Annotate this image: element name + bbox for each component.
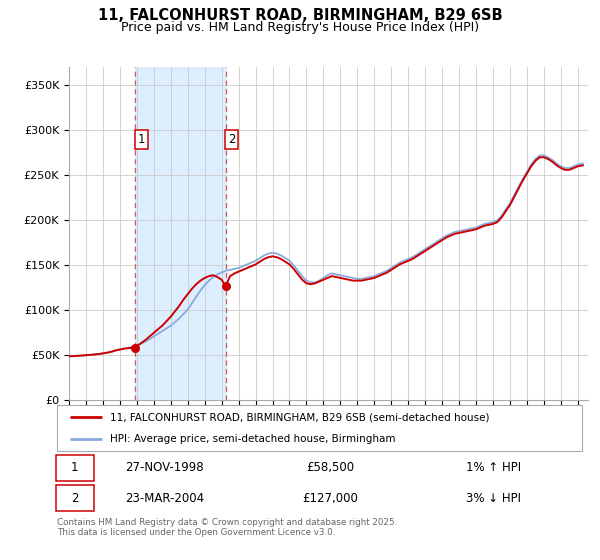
Text: Price paid vs. HM Land Registry's House Price Index (HPI): Price paid vs. HM Land Registry's House …	[121, 21, 479, 34]
FancyBboxPatch shape	[56, 455, 94, 480]
Text: 1: 1	[71, 461, 79, 474]
Text: 3% ↓ HPI: 3% ↓ HPI	[467, 492, 521, 505]
Text: Contains HM Land Registry data © Crown copyright and database right 2025.
This d: Contains HM Land Registry data © Crown c…	[57, 518, 397, 538]
Text: HPI: Average price, semi-detached house, Birmingham: HPI: Average price, semi-detached house,…	[110, 435, 395, 444]
FancyBboxPatch shape	[57, 405, 582, 451]
Text: 2: 2	[228, 133, 235, 146]
Text: 11, FALCONHURST ROAD, BIRMINGHAM, B29 6SB (semi-detached house): 11, FALCONHURST ROAD, BIRMINGHAM, B29 6S…	[110, 412, 489, 422]
Text: 2: 2	[71, 492, 79, 505]
Text: 1: 1	[137, 133, 145, 146]
Bar	[136, 67, 226, 400]
FancyBboxPatch shape	[56, 486, 94, 511]
Text: 1% ↑ HPI: 1% ↑ HPI	[467, 461, 521, 474]
Text: 27-NOV-1998: 27-NOV-1998	[125, 461, 204, 474]
Text: 23-MAR-2004: 23-MAR-2004	[125, 492, 205, 505]
Text: £58,500: £58,500	[306, 461, 354, 474]
Text: £127,000: £127,000	[302, 492, 358, 505]
Text: 11, FALCONHURST ROAD, BIRMINGHAM, B29 6SB: 11, FALCONHURST ROAD, BIRMINGHAM, B29 6S…	[98, 8, 502, 24]
